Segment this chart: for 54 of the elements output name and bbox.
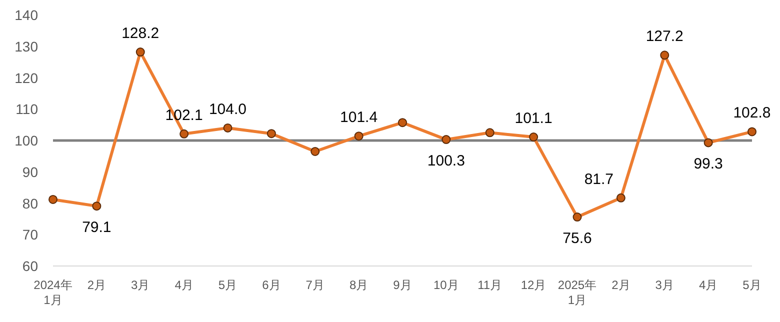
x-tick-label: 4月 <box>174 278 194 292</box>
x-tick-label: 2月 <box>612 278 630 292</box>
x-tick-label: 4月 <box>698 278 718 292</box>
point <box>660 50 670 60</box>
x-tick-label: 5月 <box>742 278 762 292</box>
data-label: 101.4 <box>340 109 378 126</box>
x-tick-label: 11月 <box>478 278 502 292</box>
point <box>704 138 713 148</box>
point <box>442 135 451 144</box>
x-tick-label: 8月 <box>349 278 368 292</box>
point <box>48 194 58 204</box>
x-tick-label: 9月 <box>393 278 412 292</box>
point <box>223 123 232 132</box>
y-tick-label: 100 <box>14 132 38 148</box>
point <box>748 127 756 136</box>
x-tick-label: 2024年 1月 <box>34 278 72 307</box>
point <box>572 212 582 222</box>
x-tick-label: 2025年 1月 <box>558 278 597 307</box>
y-tick-label: 60 <box>22 258 38 274</box>
data-label: 127.2 <box>646 28 684 46</box>
y-tick-label: 70 <box>22 226 38 243</box>
data-label: 79.1 <box>82 219 112 236</box>
data-label: 99.3 <box>694 156 723 173</box>
data-label: 75.6 <box>562 230 592 248</box>
y-tick-label: 110 <box>16 101 38 118</box>
y-tick-label: 120 <box>14 70 38 86</box>
point <box>92 202 102 211</box>
point <box>529 132 538 142</box>
x-tick-label: 6月 <box>262 278 281 292</box>
point <box>354 132 364 141</box>
data-label: 101.1 <box>514 110 552 128</box>
y-tick-label: 80 <box>22 195 38 212</box>
point <box>180 129 189 138</box>
data-label: 81.7 <box>584 170 614 188</box>
data-label: 102.8 <box>733 104 771 122</box>
x-tick-label: 3月 <box>655 278 674 292</box>
point <box>136 48 145 57</box>
y-tick-label: 90 <box>22 164 38 180</box>
point <box>616 193 626 202</box>
x-tick-label: 3月 <box>131 278 150 292</box>
x-tick-label: 12月 <box>520 278 546 292</box>
y-tick-label: 130 <box>14 38 38 54</box>
data-label: 128.2 <box>122 25 160 42</box>
data-label: 104.0 <box>208 100 247 118</box>
y-tick-label: 140 <box>14 7 38 23</box>
point <box>398 118 407 128</box>
data-label: 100.3 <box>427 152 465 170</box>
x-tick-label: 2月 <box>87 278 106 292</box>
point <box>266 129 276 138</box>
point <box>310 146 320 156</box>
x-tick-label: 10月 <box>434 278 459 292</box>
x-tick-label: 5月 <box>218 278 238 292</box>
point <box>485 128 494 138</box>
x-tick-label: 7月 <box>306 278 324 292</box>
